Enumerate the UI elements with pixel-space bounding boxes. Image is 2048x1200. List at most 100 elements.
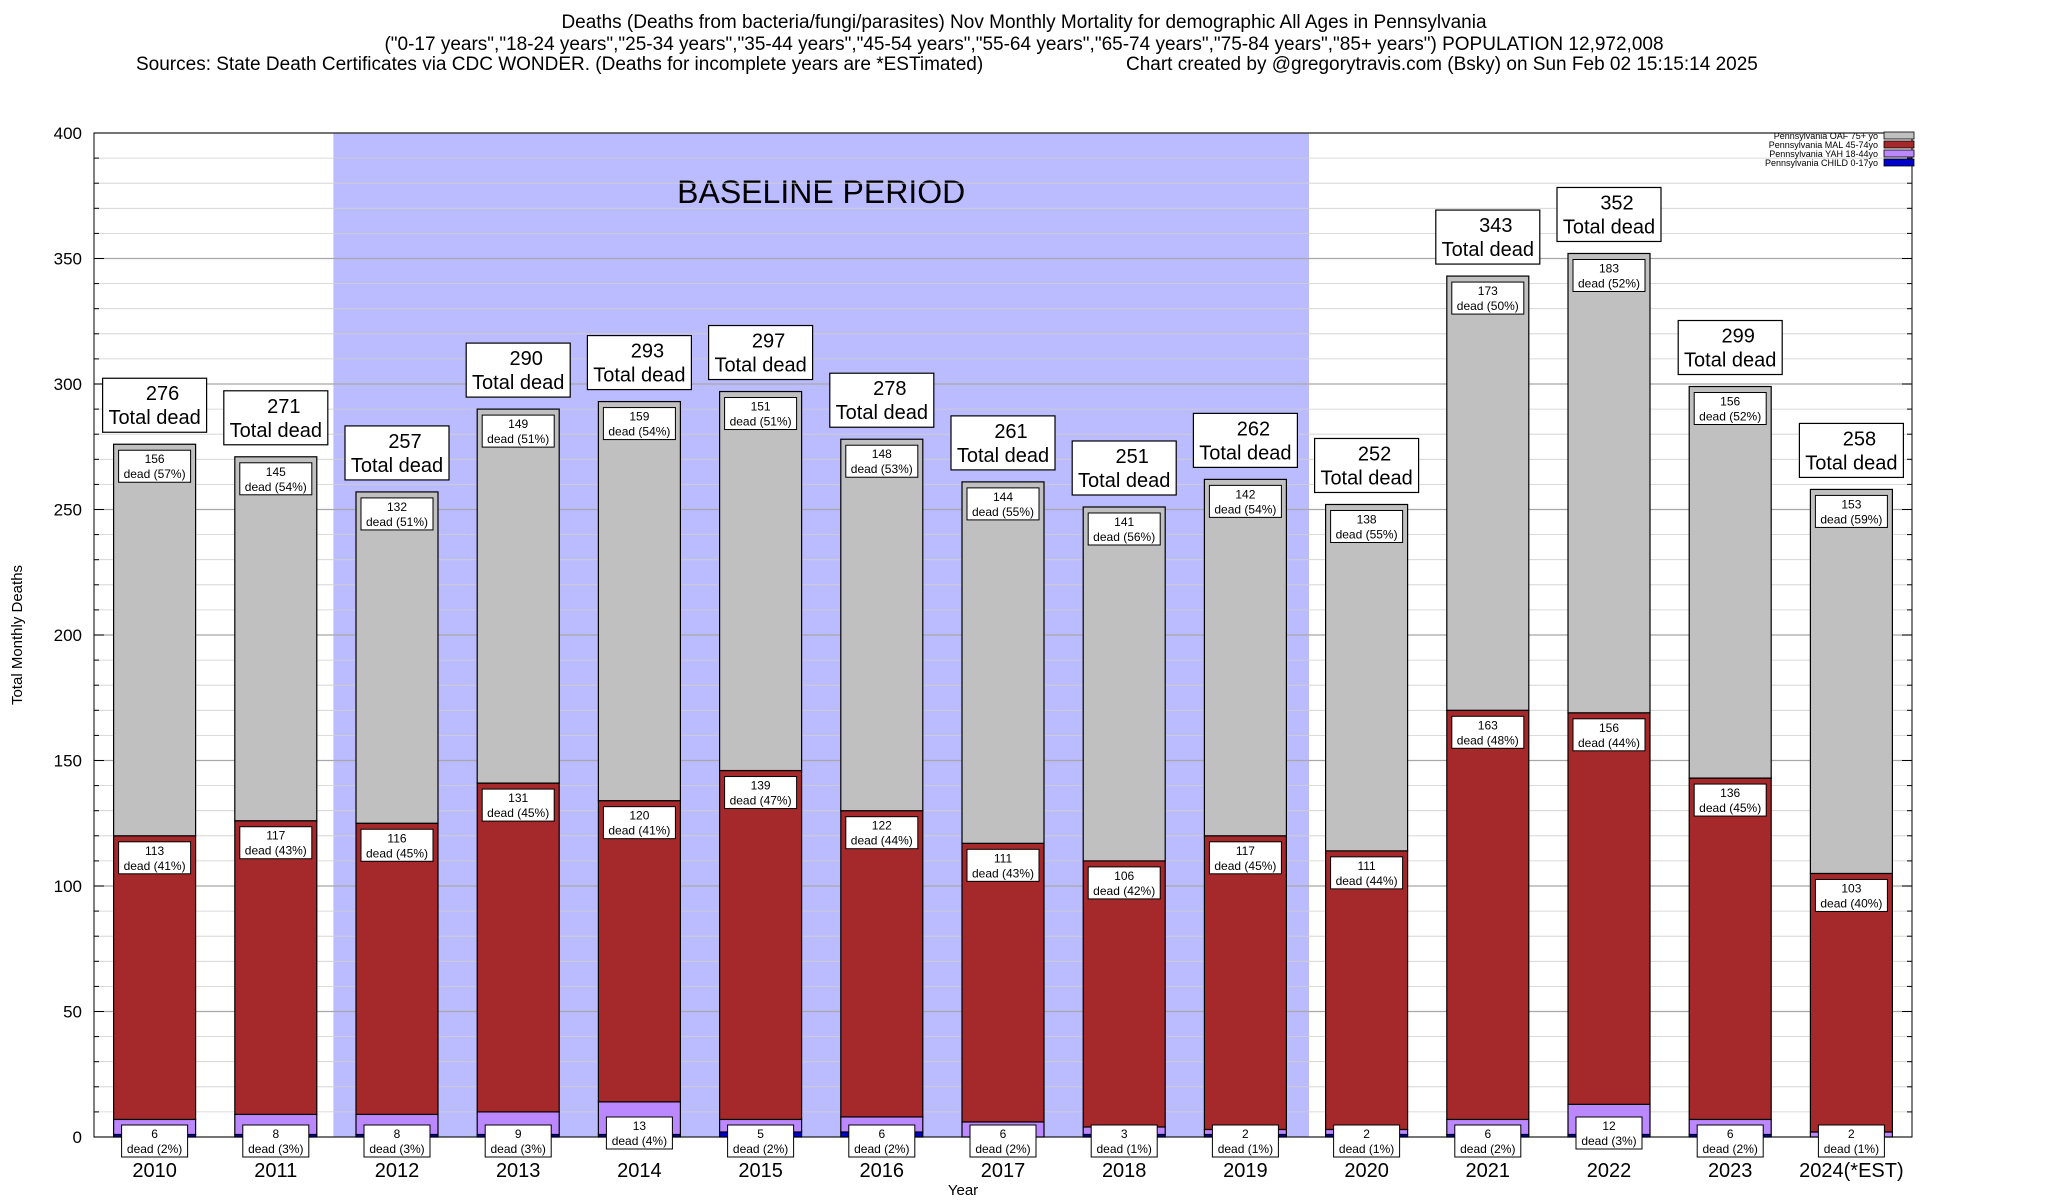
- mal-label-box: [1693, 783, 1767, 817]
- total-suffix: Total dead: [1320, 467, 1412, 489]
- mal-label-text: 122: [872, 819, 892, 833]
- chart-subtitle: ("0-17 years","18-24 years","25-34 years…: [384, 34, 1664, 55]
- total-label-box: [1071, 440, 1177, 496]
- yah-label-text: 12: [1602, 1119, 1616, 1133]
- chart-title: Deaths (Deaths from bacteria/fungi/paras…: [561, 12, 1487, 33]
- oaf-label-text: 148: [872, 447, 892, 461]
- total-label-box: [950, 415, 1056, 471]
- oaf-label-text: 156: [1720, 395, 1740, 409]
- bar-segment: [1203, 835, 1288, 1131]
- total-suffix: Total dead: [1078, 470, 1170, 492]
- yah-label-text: 6: [878, 1127, 885, 1141]
- total-suffix: Total dead: [836, 402, 928, 424]
- bar-segment: [1809, 872, 1894, 1133]
- total-label-box: [707, 324, 814, 381]
- yah-label-text: 6: [1727, 1127, 1734, 1141]
- yah-label-box: [1333, 1124, 1401, 1158]
- yah-label-box: [969, 1124, 1037, 1158]
- x-tick-label: 2015: [738, 1160, 783, 1182]
- bar-segment: [112, 443, 197, 837]
- oaf-label-box: [360, 497, 434, 531]
- total-label-box: [223, 390, 329, 446]
- bar-segment: [840, 438, 924, 812]
- bar-segment: [718, 769, 803, 1121]
- bar-segment: [1688, 385, 1772, 779]
- total-label-box: [1313, 437, 1420, 494]
- total-value: 258: [1843, 428, 1876, 450]
- bar-segment: [1446, 709, 1530, 1121]
- y-tick-label: 250: [54, 501, 82, 520]
- total-label-box: [1556, 186, 1662, 243]
- yah-label-text: 6: [151, 1127, 158, 1141]
- total-suffix: Total dead: [1684, 350, 1776, 372]
- yah-label-text: dead (3%): [369, 1142, 424, 1156]
- oaf-label-text: 132: [387, 500, 407, 514]
- total-suffix: Total dead: [957, 445, 1049, 467]
- yah-label-box: [1817, 1124, 1885, 1158]
- total-label-box: [465, 342, 571, 398]
- total-value: 252: [1358, 443, 1391, 465]
- total-label-box: [344, 425, 450, 481]
- mal-label-text: 117: [266, 829, 285, 843]
- mal-label-box: [602, 806, 676, 840]
- bar-segment: [234, 820, 318, 1116]
- bar-segment: [961, 842, 1045, 1123]
- yah-label-box: [727, 1124, 795, 1158]
- total-value: 297: [752, 331, 785, 353]
- mal-label-text: dead (42%): [1093, 884, 1155, 898]
- legend-swatch: [1883, 149, 1915, 158]
- x-tick-label: 2022: [1587, 1160, 1632, 1182]
- bar-segment: [355, 491, 439, 824]
- mal-label-text: 113: [145, 844, 164, 858]
- yah-label-text: dead (2%): [733, 1142, 788, 1156]
- x-tick-label: 2016: [860, 1160, 905, 1182]
- mal-label-text: 136: [1720, 786, 1740, 800]
- yah-label-text: 2: [1363, 1127, 1370, 1141]
- oaf-label-box: [1814, 494, 1888, 528]
- total-label-box: [1798, 422, 1905, 479]
- mal-label-text: dead (44%): [1578, 736, 1640, 750]
- total-suffix: Total dead: [108, 407, 200, 429]
- total-label-box: [586, 334, 693, 391]
- mal-label-text: 139: [751, 779, 771, 793]
- oaf-label-box: [1451, 281, 1525, 315]
- bar-segment: [476, 782, 560, 1113]
- yah-label-box: [1696, 1124, 1764, 1158]
- yah-label-box: [1211, 1124, 1279, 1158]
- mal-label-box: [1330, 856, 1404, 890]
- yah-label-text: 3: [1121, 1127, 1128, 1141]
- oaf-label-text: dead (54%): [1214, 502, 1276, 516]
- oaf-label-text: 138: [1357, 512, 1377, 526]
- x-tick-label: 2018: [1102, 1160, 1147, 1182]
- oaf-label-text: dead (51%): [366, 515, 428, 529]
- yah-label-text: 13: [633, 1119, 647, 1133]
- yah-label-text: dead (2%): [1703, 1142, 1758, 1156]
- oaf-label-text: dead (53%): [851, 462, 913, 476]
- yah-label-text: 2: [1242, 1127, 1249, 1141]
- yah-label-text: 5: [757, 1127, 764, 1141]
- yah-label-text: 9: [515, 1127, 522, 1141]
- yah-label-box: [484, 1124, 552, 1158]
- y-tick-label: 0: [73, 1128, 82, 1147]
- total-label-box: [1192, 412, 1299, 468]
- y-tick-label: 200: [54, 626, 82, 645]
- oaf-label-text: 141: [1114, 515, 1134, 529]
- oaf-label-box: [1693, 392, 1767, 426]
- bar-segment: [1567, 712, 1651, 1105]
- mal-label-box: [360, 828, 434, 862]
- x-tick-label: 2017: [981, 1160, 1026, 1182]
- y-tick-label: 300: [54, 375, 82, 394]
- total-value: 276: [146, 383, 179, 405]
- total-value: 293: [631, 341, 664, 363]
- oaf-label-box: [724, 397, 798, 431]
- y-tick-label: 400: [54, 124, 82, 143]
- total-suffix: Total dead: [230, 420, 322, 442]
